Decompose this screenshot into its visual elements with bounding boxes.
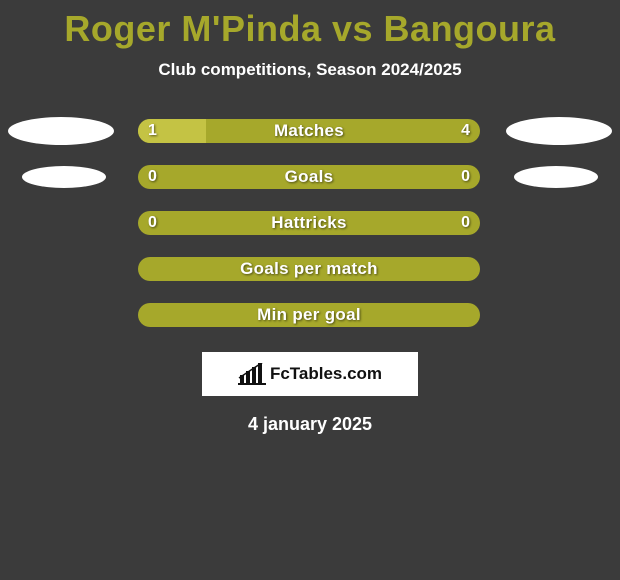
stat-row-goals-per-match: Goals per match (0, 246, 620, 292)
logo-text: FcTables.com (270, 364, 382, 384)
player-left-marker (8, 117, 114, 145)
stat-rows: 1 Matches 4 0 Goals 0 0 Hattricks 0 Goal… (0, 108, 620, 338)
chart-bars-icon (238, 363, 266, 385)
player-right-marker (506, 117, 612, 145)
stat-bar: Goals per match (138, 257, 480, 281)
stat-row-matches: 1 Matches 4 (0, 108, 620, 154)
stat-row-hattricks: 0 Hattricks 0 (0, 200, 620, 246)
stat-bar: 0 Goals 0 (138, 165, 480, 189)
player-right-marker (514, 166, 598, 188)
stat-label: Matches (138, 119, 480, 143)
stat-bar: 0 Hattricks 0 (138, 211, 480, 235)
stat-bar: Min per goal (138, 303, 480, 327)
stat-row-min-per-goal: Min per goal (0, 292, 620, 338)
stat-label: Goals (138, 165, 480, 189)
player-left-marker (22, 166, 106, 188)
stat-bar: 1 Matches 4 (138, 119, 480, 143)
stat-label: Hattricks (138, 211, 480, 235)
date-label: 4 january 2025 (0, 414, 620, 435)
stat-row-goals: 0 Goals 0 (0, 154, 620, 200)
stat-label: Min per goal (138, 303, 480, 327)
subtitle: Club competitions, Season 2024/2025 (0, 60, 620, 80)
page-title: Roger M'Pinda vs Bangoura (0, 0, 620, 50)
stat-value-right: 0 (461, 211, 470, 235)
stat-value-right: 0 (461, 165, 470, 189)
stat-value-right: 4 (461, 119, 470, 143)
stat-label: Goals per match (138, 257, 480, 281)
fctables-logo[interactable]: FcTables.com (202, 352, 418, 396)
